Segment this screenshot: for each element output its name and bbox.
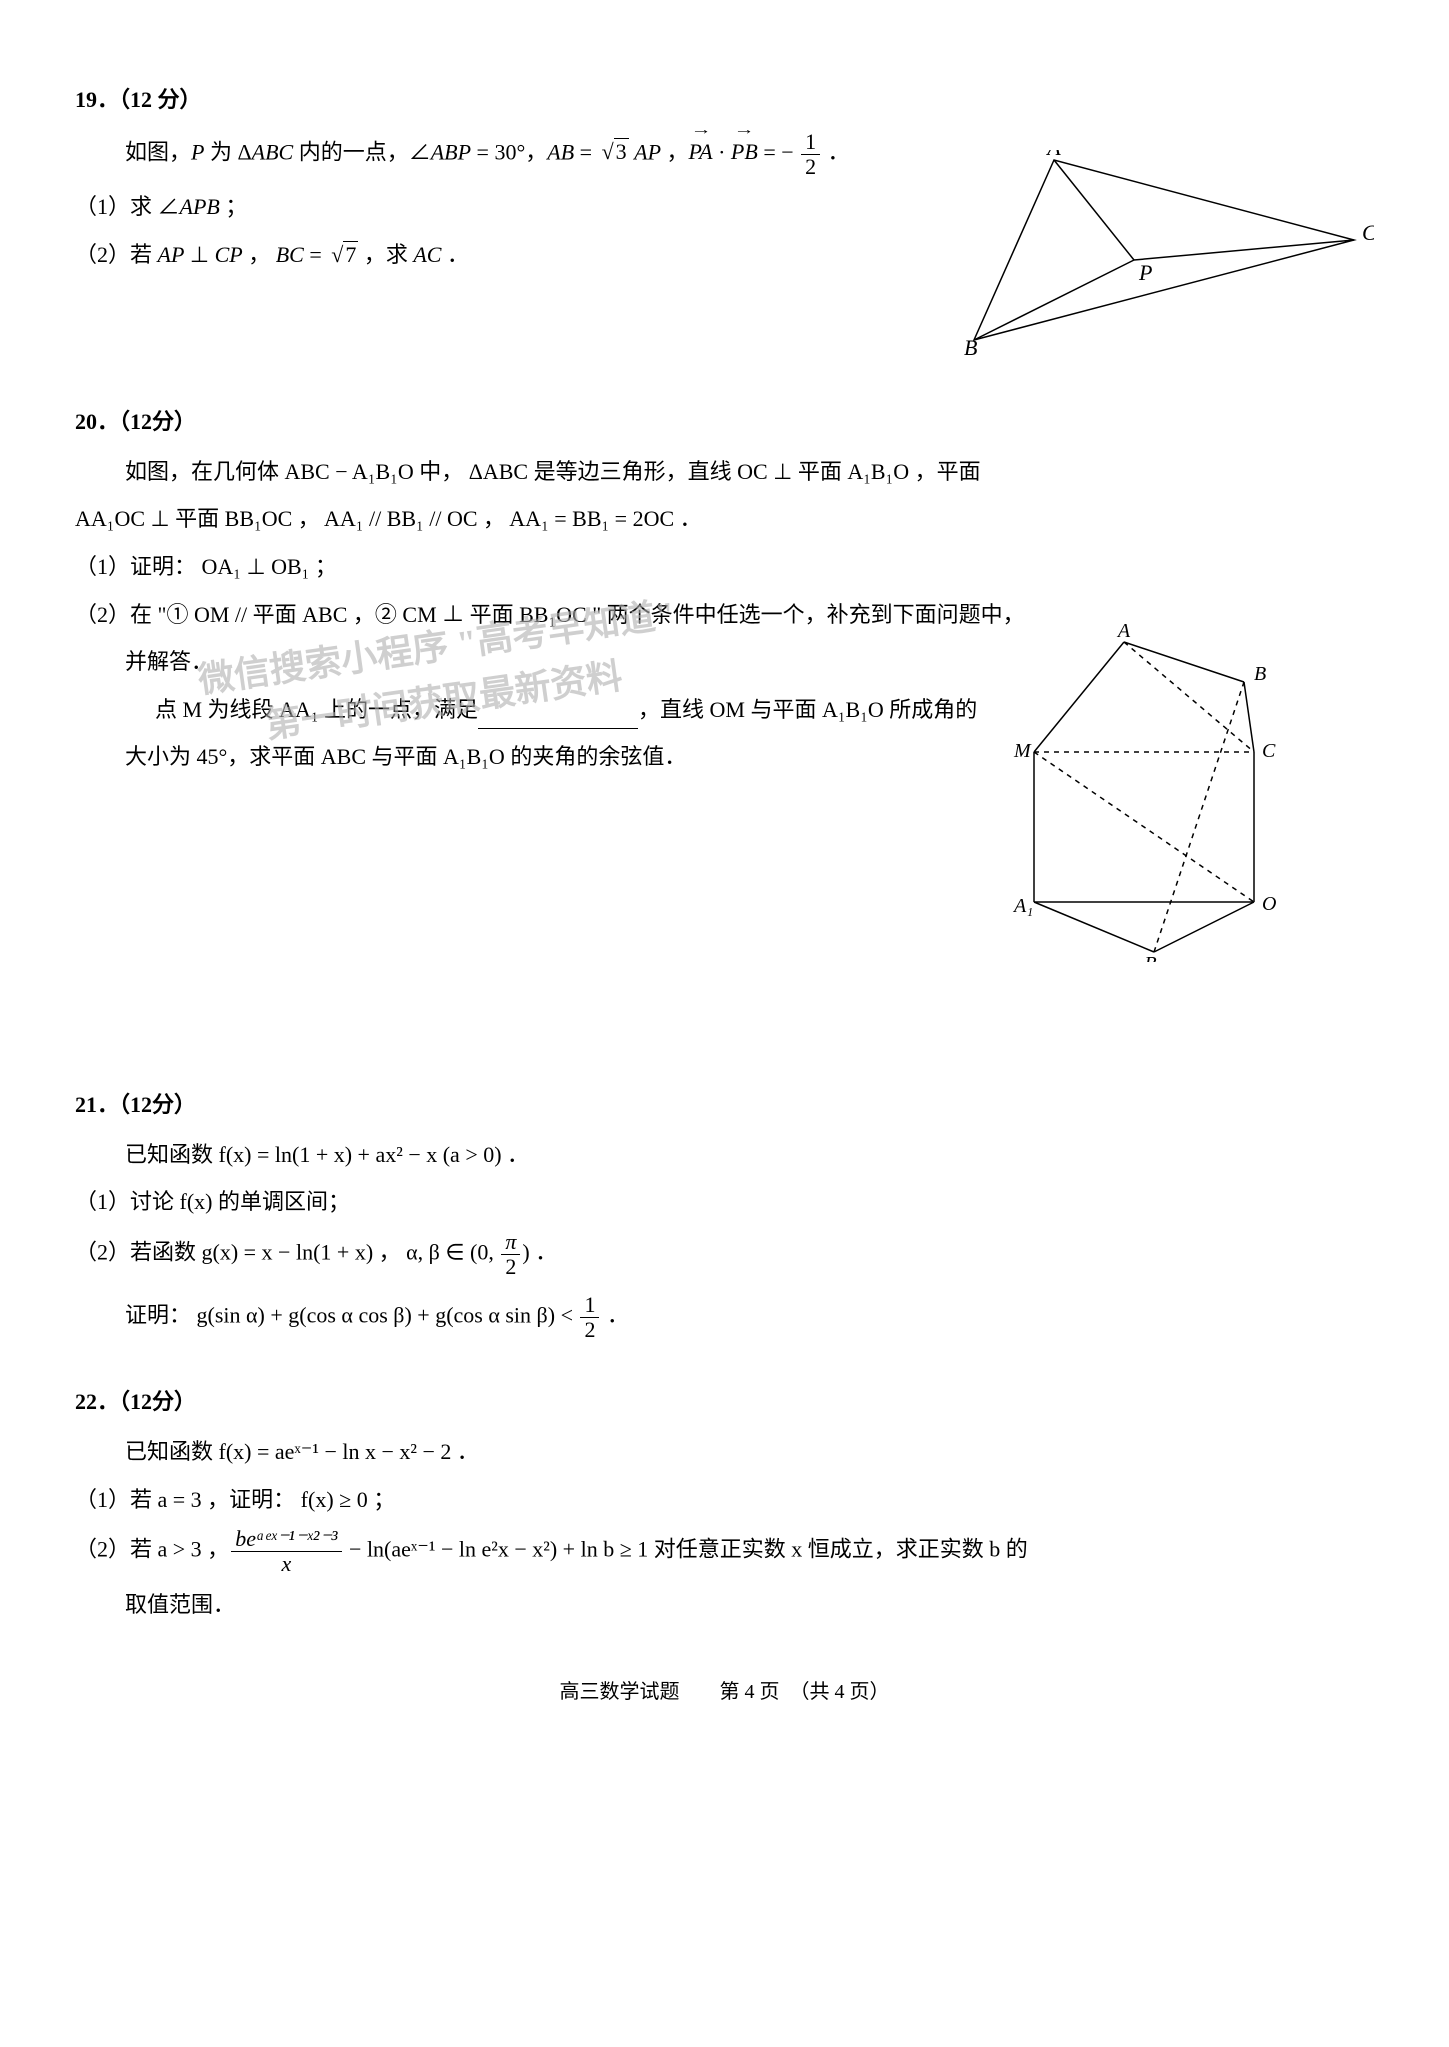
num: 1	[580, 1293, 599, 1318]
text: = 30°，	[471, 139, 547, 164]
label-A: A	[1116, 622, 1131, 642]
text: ·	[713, 139, 731, 164]
question-22: 22．（12分） 已知函数 f(x) = aeˣ⁻¹ − ln x − x² −…	[75, 1382, 1374, 1624]
var-abc: ABC	[252, 139, 294, 164]
q22-body: 已知函数 f(x) = aeˣ⁻¹ − ln x − x² − 2 ． （1）若…	[75, 1432, 1374, 1624]
q19-header: 19．（12 分）	[75, 80, 1374, 120]
label-A1: A₁	[1012, 895, 1033, 917]
label-P: P	[1138, 260, 1152, 285]
q21-body: 已知函数 f(x) = ln(1 + x) + ax² − x (a > 0) …	[75, 1135, 1374, 1343]
den: x	[231, 1552, 341, 1576]
frac-pi2: π2	[501, 1230, 520, 1279]
text: − ln(aeˣ⁻¹ − ln e²x − x²) + ln b ≥ 1 对任意…	[344, 1537, 1028, 1562]
q20-line2: AA₁OC ⊥ 平面 BB₁OC ， AA₁ // BB₁ // OC ， AA…	[75, 499, 1374, 539]
num: beᵃᵉˣ⁻¹⁻ˣ²⁻³	[231, 1527, 341, 1552]
diagram-19-figure: A B C P	[954, 150, 1374, 360]
q22-sub1: （1）若 a = 3 ，证明： f(x) ≥ 0 ；	[75, 1480, 1374, 1520]
var-bc: BC	[276, 242, 304, 267]
text: ，求	[358, 242, 413, 267]
text: ，	[243, 242, 276, 267]
q20-sub1: （1）证明： OA₁ ⊥ OB₁ ；	[75, 547, 1374, 587]
q21-sub1: （1）讨论 f(x) 的单调区间；	[75, 1182, 1374, 1222]
frac-be: beᵃᵉˣ⁻¹⁻ˣ²⁻³x	[231, 1527, 341, 1576]
text: =	[304, 242, 327, 267]
label-C: C	[1362, 220, 1374, 245]
den: 2	[580, 1318, 599, 1342]
label-B1: B₁	[1144, 953, 1163, 962]
text: ；	[220, 194, 248, 219]
text: = −	[758, 139, 799, 164]
text: ⊥	[184, 242, 214, 267]
q22-sub2a: （2）若 a > 3 ，beᵃᵉˣ⁻¹⁻ˣ²⁻³x − ln(aeˣ⁻¹ − l…	[75, 1527, 1374, 1576]
var-ab: AB	[547, 139, 574, 164]
question-19: 19．（12 分） 如图，P 为 ΔABC 内的一点，∠ABP = 30°，AB…	[75, 80, 1374, 362]
text: 为 Δ	[204, 139, 251, 164]
frac-half: 12	[801, 130, 820, 179]
var-apb: APB	[180, 194, 220, 219]
var-ac: AC	[413, 242, 441, 267]
q21-sub2b: 证明： g(sin α) + g(cos α cos β) + g(cos α …	[125, 1293, 1374, 1342]
text: （1）求 ∠	[75, 194, 180, 219]
question-20: 20．（12分） 如图，在几何体 ABC − A₁B₁O 中， ΔABC 是等边…	[75, 402, 1374, 1045]
label-B: B	[964, 335, 977, 360]
num: 1	[801, 130, 820, 155]
q22-sub2b: 取值范围．	[125, 1585, 1374, 1625]
vec-pa: PA	[689, 132, 713, 172]
q22-intro: 已知函数 f(x) = aeˣ⁻¹ − ln x − x² − 2 ．	[125, 1432, 1374, 1472]
var-ap: AP	[634, 139, 661, 164]
label-A: A	[1045, 150, 1061, 160]
text: ，	[661, 139, 689, 164]
den: 2	[801, 155, 820, 179]
text: ．	[601, 1303, 629, 1328]
q20-header: 20．（12分）	[75, 402, 1374, 442]
text: 证明： g(sin α) + g(cos α cos β) + g(cos α …	[125, 1303, 578, 1328]
var-p: P	[191, 139, 204, 164]
var-cp: CP	[215, 242, 243, 267]
text: =	[574, 139, 597, 164]
text: （2）若	[75, 242, 158, 267]
question-21: 21．（12分） 已知函数 f(x) = ln(1 + x) + ax² − x…	[75, 1085, 1374, 1343]
label-B: B	[1254, 663, 1266, 685]
q21-intro: 已知函数 f(x) = ln(1 + x) + ax² − x (a > 0) …	[125, 1135, 1374, 1175]
text: 如图，	[125, 139, 191, 164]
radicand: 3	[614, 138, 629, 164]
text: （2）若 a > 3 ，	[75, 1537, 229, 1562]
var-ap: AP	[158, 242, 185, 267]
text: 内的一点，∠	[293, 139, 431, 164]
text: ，直线 OM 与平面 A₁B₁O 所成角的	[638, 697, 977, 722]
q20-line1: 如图，在几何体 ABC − A₁B₁O 中， ΔABC 是等边三角形，直线 OC…	[125, 452, 1374, 492]
num: π	[501, 1230, 520, 1255]
page-footer: 高三数学试题 第 4 页 （共 4 页）	[75, 1674, 1374, 1710]
q21-header: 21．（12分）	[75, 1085, 1374, 1125]
frac-12: 12	[580, 1293, 599, 1342]
label-M: M	[1013, 740, 1032, 762]
blank-fill	[478, 711, 638, 729]
vec-pb: PB	[731, 132, 758, 172]
text: 点 M 为线段 AA₁ 上的一点，满足	[155, 697, 478, 722]
radicand: 7	[343, 241, 358, 267]
sqrt7: 7	[327, 235, 358, 275]
text: ．	[441, 242, 469, 267]
den: 2	[501, 1255, 520, 1279]
diagram-20-figure: A B C M A₁ O B₁	[994, 622, 1314, 962]
q21-sub2a: （2）若函数 g(x) = x − ln(1 + x) ， α, β ∈ (0,…	[75, 1230, 1374, 1279]
label-C: C	[1262, 740, 1276, 762]
label-O: O	[1262, 893, 1276, 915]
sqrt3: 3	[598, 132, 629, 172]
text: （2）若函数 g(x) = x − ln(1 + x) ， α, β ∈ (0,	[75, 1239, 499, 1264]
var-abp: ABP	[431, 139, 471, 164]
text: ) ．	[522, 1239, 557, 1264]
text: ．	[822, 139, 850, 164]
q22-header: 22．（12分）	[75, 1382, 1374, 1422]
